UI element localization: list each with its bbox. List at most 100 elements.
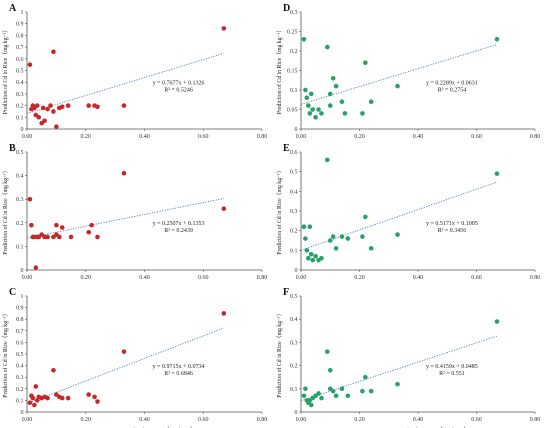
chart-f-r-squared: R² = 0.551	[439, 371, 465, 377]
chart-d-trendline	[300, 44, 498, 105]
chart-f-data-point	[333, 393, 339, 399]
chart-d-x-tick-label: 0.20	[354, 134, 365, 140]
chart-c-data-point	[27, 400, 33, 406]
chart-f-data-point	[308, 402, 314, 408]
chart-d-data-point	[316, 107, 321, 112]
chart-e-data-point	[303, 236, 308, 241]
chart-b-data-point	[121, 170, 127, 176]
chart-e-data-point	[319, 255, 324, 261]
chart-f-y-tick-label: 0.1	[290, 387, 298, 393]
chart-e-data-point	[327, 238, 333, 243]
chart-c-y-tick-label: 0.6	[16, 340, 24, 346]
chart-c-x-tick-label: 0.20	[81, 417, 92, 423]
chart-a-data-point	[36, 115, 42, 120]
chart-c-data-point	[86, 392, 91, 397]
chart-c-x-tick-label: 0.60	[198, 417, 209, 423]
chart-f-data-point	[301, 393, 307, 399]
chart-e-data-point	[395, 232, 400, 237]
chart-d-panel-label: D	[283, 3, 290, 14]
chart-a-y-tick-label: 0.3	[16, 92, 24, 98]
chart-a-x-tick-label: 0.60	[198, 134, 209, 140]
chart-b-y-axis-title: Prediction of Cd in Rice（mg kg⁻¹）	[2, 167, 9, 254]
chart-d-y-tick-label: 0.25	[287, 30, 298, 36]
chart-a-y-tick-label: 1	[21, 10, 24, 16]
chart-f-data-point	[363, 374, 368, 380]
chart-f-data-point	[330, 388, 336, 394]
chart-d-data-point	[330, 76, 336, 81]
chart-e-data-point	[306, 255, 311, 261]
chart-e-y-tick-label: 0.1	[290, 248, 298, 254]
chart-e-data-point	[313, 253, 318, 259]
chart-e-data-point	[345, 236, 351, 241]
chart-f-data-point	[327, 367, 333, 373]
chart-c-y-tick-label: 0.5	[16, 352, 24, 358]
chart-e-data-point	[301, 224, 307, 230]
chart-f-data-point	[368, 388, 374, 394]
chart-a-data-point	[54, 124, 59, 129]
chart-d-data-point	[368, 99, 374, 104]
chart-c-y-tick-label: 0.9	[16, 306, 24, 312]
chart-e-data-point	[330, 234, 336, 239]
chart-d-data-point	[308, 91, 314, 97]
chart-e-data-point	[333, 246, 339, 251]
chart-a-y-tick-label: 0.9	[16, 22, 24, 28]
chart-e-regression-equation: y = 0.5171x + 0.1005	[426, 221, 478, 227]
chart-b-x-tick-label: 0.00	[22, 275, 33, 281]
chart-d-x-tick-label: 0.40	[413, 134, 424, 140]
chart-b-panel-label: B	[9, 143, 16, 154]
chart-a-y-tick-label: 0.8	[16, 33, 24, 39]
chart-a-data-point	[34, 103, 40, 108]
chart-d-y-tick-label: 0.05	[287, 108, 298, 114]
chart-d-x-tick-label: 0.00	[296, 134, 307, 140]
chart-c-data-point	[32, 402, 37, 408]
chart-c-x-tick-label: 0.00	[22, 417, 33, 423]
chart-c-panel-label: C	[9, 287, 16, 298]
chart-f-x-tick-label: 0.20	[354, 417, 365, 423]
chart-e-y-tick-label: 0.2	[290, 229, 298, 235]
chart-d-data-point	[319, 111, 324, 116]
chart-d-data-point	[494, 37, 500, 42]
chart-b-data-point	[27, 196, 33, 202]
chart-c: 0 0.1 0.2 0.3 0.4 0.5 0.6 0.7 0.8 0.9 1 0.00 0.20 0.4…	[2, 287, 267, 428]
chart-b-data-point	[33, 265, 39, 270]
chart-f-y-axis-title: Prediction of Cd in Rice（mg kg⁻¹）	[276, 310, 283, 397]
chart-b-y-tick-label: 0.2	[16, 221, 24, 227]
chart-d-x-tick-label: 0.60	[471, 134, 482, 140]
chart-c-y-tick-label: 0.4	[16, 364, 24, 370]
chart-f-data-point	[494, 319, 500, 324]
chart-f-y-tick-label: 0.2	[290, 364, 298, 370]
chart-a-y-tick-label: 0.1	[16, 115, 24, 121]
chart-a: 0 0.1 0.2 0.3 0.4 0.5 0.6 0.7 0.8 0.9 1 0.00 0.20 0.4…	[2, 3, 267, 140]
chart-e-x-tick-label: 0.00	[296, 275, 307, 281]
chart-d-x-tick-label: 0.80	[530, 134, 541, 140]
chart-c-regression-equation: y = 0.9715x + 0.0734	[153, 364, 205, 370]
chart-b-y-tick-label: 0.3	[16, 197, 24, 203]
chart-a-y-tick-label: 0.6	[16, 57, 24, 63]
chart-a-y-axis-title: Prediction of Cd in Rice（mg kg⁻¹）	[2, 27, 9, 114]
chart-e-r-squared: R² = 0.3456	[438, 228, 467, 234]
chart-d-y-tick-label: 0	[295, 127, 298, 133]
chart-e-data-point	[304, 248, 310, 253]
chart-a-data-point	[40, 105, 46, 111]
chart-d-data-point	[327, 91, 333, 97]
chart-b-data-point	[221, 206, 227, 211]
chart-e-x-tick-label: 0.40	[413, 275, 424, 281]
chart-c-data-point	[33, 384, 39, 389]
chart-b-data-point	[59, 225, 65, 230]
chart-f-panel-label: F	[283, 287, 289, 298]
chart-a-panel-label: A	[9, 3, 17, 14]
chart-a-x-tick-label: 0.20	[81, 134, 92, 140]
chart-e-data-point	[360, 234, 365, 239]
chart-c-x-tick-label: 0.80	[257, 417, 268, 423]
chart-a-data-point	[42, 118, 47, 124]
chart-a-y-tick-label: 0.2	[16, 104, 24, 110]
chart-c-y-tick-label: 0.7	[16, 329, 24, 335]
chart-e-data-point	[368, 246, 374, 251]
chart-a-data-point	[59, 104, 65, 110]
chart-b-x-tick-label: 0.20	[81, 275, 92, 281]
chart-f-data-point	[339, 386, 345, 392]
chart-b-y-tick-label: 0.1	[16, 244, 24, 250]
chart-a-data-point	[221, 26, 227, 31]
chart-d-data-point	[306, 103, 311, 108]
chart-d-r-squared: R² = 0.2754	[438, 88, 467, 94]
